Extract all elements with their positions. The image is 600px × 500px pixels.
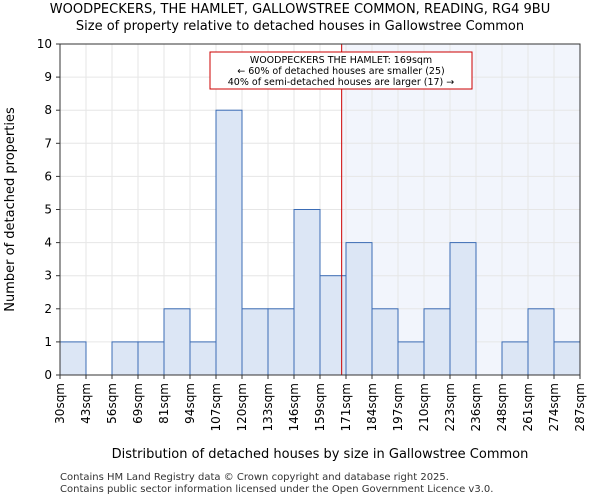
x-tick-label: 197sqm (391, 383, 405, 431)
x-tick-label: 287sqm (573, 383, 587, 431)
y-tick-label: 6 (44, 169, 52, 183)
x-tick-label: 159sqm (313, 383, 327, 431)
x-tick-label: 94sqm (183, 383, 197, 424)
x-tick-label: 120sqm (235, 383, 249, 431)
x-tick-label: 69sqm (131, 383, 145, 424)
x-tick-label: 223sqm (443, 383, 457, 431)
histogram-bar (345, 242, 373, 376)
y-tick-label: 7 (44, 136, 52, 150)
histogram-bar (293, 209, 321, 376)
x-tick-label: 210sqm (417, 383, 431, 431)
y-tick-label: 0 (44, 368, 52, 382)
x-tick-label: 236sqm (469, 383, 483, 431)
x-tick-label: 171sqm (339, 383, 353, 431)
histogram-bar (267, 308, 295, 376)
y-tick-label: 4 (44, 236, 52, 250)
histogram-bar (527, 308, 555, 376)
x-tick-label: 56sqm (105, 383, 119, 424)
histogram-bar (397, 341, 425, 376)
footer-copyright: Contains HM Land Registry data © Crown c… (60, 472, 449, 483)
x-axis-label: Distribution of detached houses by size … (112, 447, 529, 462)
y-tick-label: 10 (37, 37, 52, 51)
histogram-bar (241, 308, 269, 376)
histogram-bar (501, 341, 529, 376)
x-tick-label: 248sqm (495, 383, 509, 431)
y-tick-label: 8 (44, 103, 52, 117)
y-tick-label: 3 (44, 269, 52, 283)
chart-subtitle: Size of property relative to detached ho… (75, 19, 525, 34)
y-tick-label: 2 (44, 302, 52, 316)
histogram-bar (371, 308, 399, 376)
histogram-bar (163, 308, 191, 376)
y-tick-label: 1 (44, 335, 52, 349)
x-tick-label: 261sqm (521, 383, 535, 431)
histogram-bar (215, 109, 243, 376)
x-tick-label: 81sqm (157, 383, 171, 424)
annotation-box (209, 51, 473, 90)
histogram-bar (59, 341, 87, 376)
x-tick-label: 146sqm (287, 383, 301, 431)
histogram-bar (137, 341, 165, 376)
x-tick-label: 43sqm (79, 383, 93, 424)
chart-title: WOODPECKERS, THE HAMLET, GALLOWSTREE COM… (49, 2, 551, 17)
annotation-line-2: ← 60% of detached houses are smaller (25… (237, 66, 444, 77)
x-tick-label: 30sqm (53, 383, 67, 424)
histogram-bar (111, 341, 139, 376)
x-tick-label: 133sqm (261, 383, 275, 431)
histogram-bar (553, 341, 581, 376)
y-axis-label: Number of detached properties (3, 107, 18, 312)
footer-licence: Contains public sector information licen… (60, 484, 494, 495)
x-tick-label: 184sqm (365, 383, 379, 431)
y-tick-label: 5 (44, 203, 52, 217)
annotation-line-1: WOODPECKERS THE HAMLET: 169sqm (250, 55, 432, 66)
histogram-bar (449, 242, 477, 376)
annotation-line-3: 40% of semi-detached houses are larger (… (228, 77, 455, 88)
histogram-bar (189, 341, 217, 376)
x-tick-label: 274sqm (547, 383, 561, 431)
histogram-bar (423, 308, 451, 376)
x-tick-label: 107sqm (209, 383, 223, 431)
y-tick-label: 9 (44, 70, 52, 84)
